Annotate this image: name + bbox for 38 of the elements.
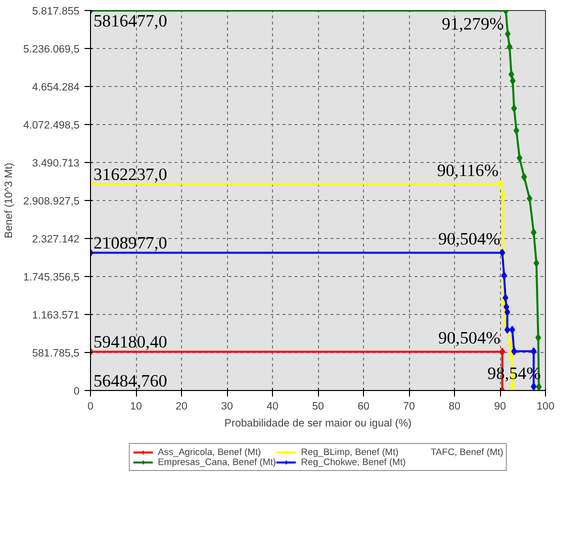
legend-label: Reg_BLimp, Benef (Mt) bbox=[301, 447, 399, 457]
y-tick-label: 2.908.927,5 bbox=[23, 196, 80, 208]
annotation: 90,504% bbox=[438, 230, 500, 249]
x-tick-label: 100 bbox=[536, 400, 554, 412]
y-axis-title: Benef (10^3 Mt) bbox=[3, 162, 16, 238]
x-tick-label: 40 bbox=[266, 400, 278, 412]
annotation: 56484,760 bbox=[94, 372, 168, 390]
x-tick-label: 90 bbox=[494, 400, 506, 412]
annotation: 90,116% bbox=[437, 160, 499, 180]
annotation: 2108977,0 bbox=[94, 234, 168, 253]
x-tick-label: 50 bbox=[312, 400, 324, 412]
x-tick-label: 0 bbox=[88, 400, 94, 412]
y-tick-label: 5.236.069,5 bbox=[23, 44, 80, 56]
legend-label: Reg_Chokwe, Benef (Mt) bbox=[301, 457, 406, 467]
x-tick-label: 70 bbox=[403, 400, 415, 412]
legend-label: Ass_Agricola, Benef (Mt) bbox=[158, 447, 261, 457]
x-tick-label: 60 bbox=[358, 400, 370, 412]
annotation: 91,279% bbox=[442, 14, 504, 34]
y-tick-label: 1.745.356,5 bbox=[23, 272, 80, 284]
y-tick-label: 2.327.142 bbox=[32, 234, 80, 246]
text: TAFC, Benef (Mt) bbox=[430, 447, 504, 457]
y-tick-label: 4.072.498,5 bbox=[23, 120, 80, 132]
x-tick-label: 30 bbox=[221, 400, 233, 412]
y-tick-label: 4.654.284 bbox=[32, 82, 80, 94]
y-tick-label: 0 bbox=[74, 386, 80, 398]
annotation: 3162237,0 bbox=[94, 164, 168, 184]
y-tick-label: 3.490.713 bbox=[32, 158, 80, 170]
x-axis-title: Probabilidade de ser maior ou igual (%) bbox=[224, 418, 412, 430]
annotation: 594180,40 bbox=[94, 332, 168, 352]
annotation: 5816477,0 bbox=[94, 12, 168, 31]
x-tick-label: 80 bbox=[448, 400, 460, 412]
legend-label: Empresas_Cana, Benef (Mt) bbox=[158, 457, 276, 467]
x-tick-label: 10 bbox=[130, 400, 142, 412]
x-tick-label: 20 bbox=[176, 400, 188, 412]
y-tick-label: 581.785,5 bbox=[32, 348, 80, 360]
y-tick-label: 5.817.855 bbox=[32, 6, 80, 18]
annotation: 90,504% bbox=[438, 328, 500, 348]
y-tick-label: 1.163.571 bbox=[32, 310, 80, 322]
